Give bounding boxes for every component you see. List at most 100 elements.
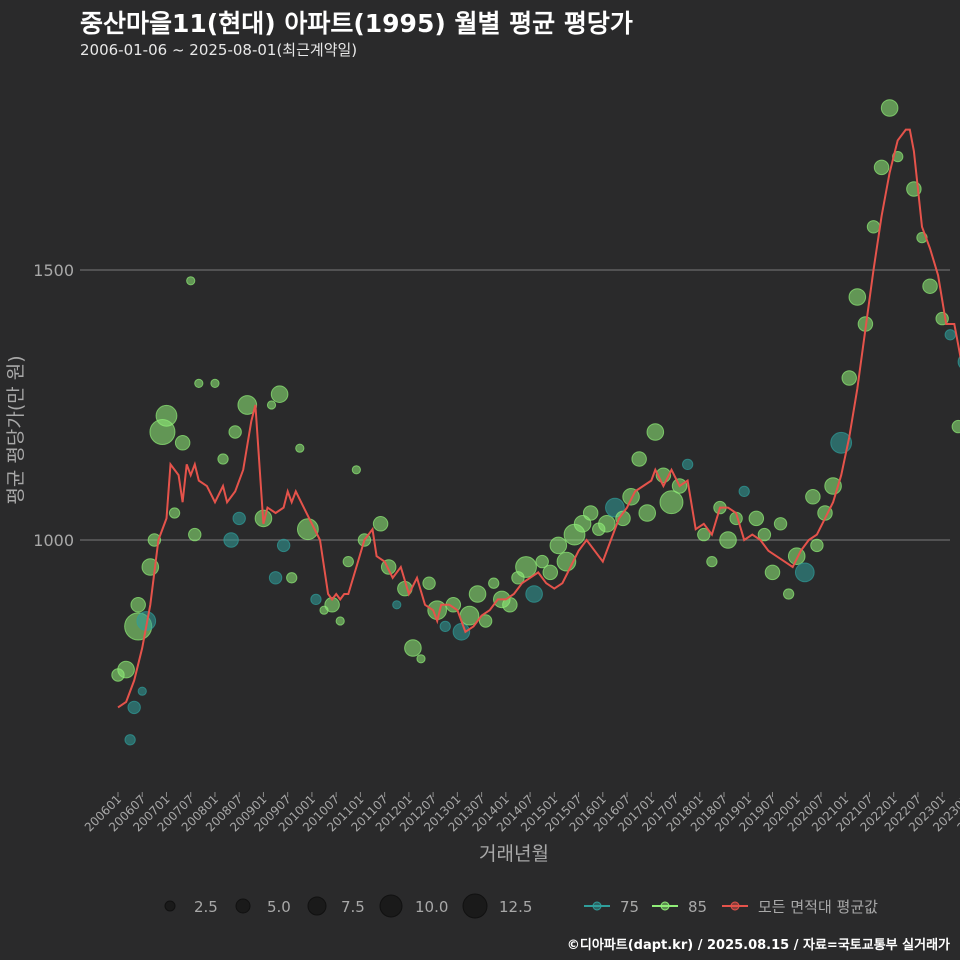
- scatter-point-85: [266, 400, 277, 410]
- y-tick-label: 1000: [33, 531, 74, 550]
- scatter-point-75: [452, 623, 471, 641]
- scatter-point-85: [659, 490, 684, 515]
- size-legend-key: [307, 896, 327, 916]
- scatter-point-85: [174, 435, 191, 451]
- scatter-point-85: [582, 505, 599, 521]
- scatter-point-85: [237, 395, 258, 415]
- scatter-point-85: [549, 536, 568, 555]
- scatter-point-85: [342, 555, 354, 568]
- scatter-point-85: [757, 527, 772, 542]
- scatter-point-75: [276, 538, 291, 553]
- scatter-point-85: [951, 419, 960, 434]
- scatter-point-85: [646, 423, 665, 441]
- scatter-point-85: [880, 99, 899, 117]
- scatter-point-85: [535, 554, 549, 569]
- scatter-point-75: [439, 620, 451, 633]
- scatter-point-85: [542, 564, 559, 581]
- scatter-point-85: [805, 489, 821, 505]
- scatter-point-85: [810, 538, 824, 553]
- scatter-point-85: [228, 425, 242, 439]
- scatter-point-75: [525, 585, 543, 603]
- scatter-point-75: [124, 734, 136, 746]
- scatter-point-85: [416, 654, 426, 664]
- scatter-point-85: [719, 531, 737, 549]
- scatter-point-85: [873, 159, 890, 176]
- source-caption: ©디아파트(dapt.kr) / 2025.08.15 / 자료=국토교통부 실…: [566, 938, 950, 953]
- scatter-point-85: [866, 220, 881, 234]
- scatter-point-75: [944, 329, 956, 341]
- scatter-point-85: [270, 385, 289, 404]
- scatter-point-75: [137, 686, 147, 696]
- scatter-point-85: [922, 278, 938, 294]
- size-legend-label: 7.5: [341, 898, 365, 916]
- scatter-point-85: [188, 527, 202, 542]
- scatter-point-85: [404, 639, 422, 657]
- average-line: [117, 128, 960, 709]
- scatter-point-85: [764, 564, 781, 581]
- y-axis-label: 평균 평당가(만 원): [5, 355, 27, 504]
- legend: 2.5 5.0 7.5 10.0 12.5 75 85 모든 면적대 평균값: [164, 893, 878, 919]
- scatter-point-85: [217, 453, 229, 465]
- size-legend-label: 5.0: [267, 898, 291, 916]
- scatter-point-85: [697, 527, 711, 542]
- scatter-point-75: [310, 593, 322, 606]
- series-legend-point: [730, 901, 740, 911]
- series-legend-label: 85: [688, 898, 707, 916]
- series-legend-label: 모든 면적대 평균값: [758, 898, 878, 916]
- size-legend-label: 10.0: [415, 898, 448, 916]
- average-line-layer: [117, 128, 960, 709]
- size-legend-key: [235, 898, 251, 914]
- scatter-point-85: [372, 516, 389, 532]
- size-legend-key: [164, 900, 176, 912]
- scatter-point-85: [155, 404, 178, 427]
- scatter-point-85: [515, 556, 537, 578]
- series-legend-point: [660, 901, 670, 911]
- scatter-point-85: [848, 288, 867, 306]
- series-legend-label: 75: [620, 898, 639, 916]
- chart-subtitle: 2006-01-06 ~ 2025-08-01(최근계약일): [80, 41, 358, 59]
- chart-title: 중산마을11(현대) 아파트(1995) 월별 평균 평당가: [80, 9, 633, 38]
- scatter-point-75: [738, 485, 750, 498]
- scatter-point-85: [773, 517, 788, 531]
- scatter-point-85: [324, 597, 340, 613]
- scatter-point-85: [706, 555, 718, 568]
- size-legend-key: [462, 893, 488, 919]
- scatter-point-85: [351, 465, 361, 475]
- scatter-point-75: [223, 532, 239, 548]
- scatter-point-85: [295, 443, 305, 453]
- scatter-point-85: [598, 515, 616, 533]
- scatter-point-85: [130, 597, 146, 613]
- scatter-point-85: [782, 588, 795, 600]
- size-legend-label: 2.5: [194, 898, 218, 916]
- x-axis: 2006012006072007012007072008012008072009…: [82, 792, 960, 835]
- scatter-point-75: [392, 600, 402, 610]
- scatter-point-85: [615, 510, 631, 527]
- scatter-point-85: [335, 616, 345, 626]
- scatter-point-85: [117, 660, 135, 679]
- scatter-point-85: [748, 510, 765, 527]
- scatter-point-85: [468, 585, 487, 603]
- series-legend-point: [592, 901, 602, 911]
- scatter-point-85: [478, 614, 493, 628]
- x-axis-label: 거래년월: [479, 843, 549, 865]
- scatter-point-85: [631, 451, 647, 467]
- size-legend-label: 12.5: [499, 898, 532, 916]
- size-legend-key: [379, 894, 403, 918]
- scatter-point-85: [787, 547, 806, 566]
- scatter-point-75: [268, 571, 283, 585]
- scatter-point-85: [841, 370, 857, 386]
- scatter-point-85: [422, 576, 436, 590]
- scatter-points: [111, 99, 960, 746]
- scatter-point-85: [194, 378, 204, 388]
- scatter-point-75: [681, 458, 694, 471]
- scatter-point-75: [127, 700, 141, 715]
- scatter-point-85: [286, 572, 298, 584]
- y-tick-label: 1500: [33, 261, 74, 280]
- scatter-point-85: [168, 507, 181, 519]
- scatter-point-75: [794, 562, 815, 583]
- scatter-point-85: [186, 276, 196, 286]
- scatter-point-85: [488, 577, 500, 589]
- scatter-point-85: [638, 504, 657, 522]
- scatter-point-85: [210, 378, 220, 388]
